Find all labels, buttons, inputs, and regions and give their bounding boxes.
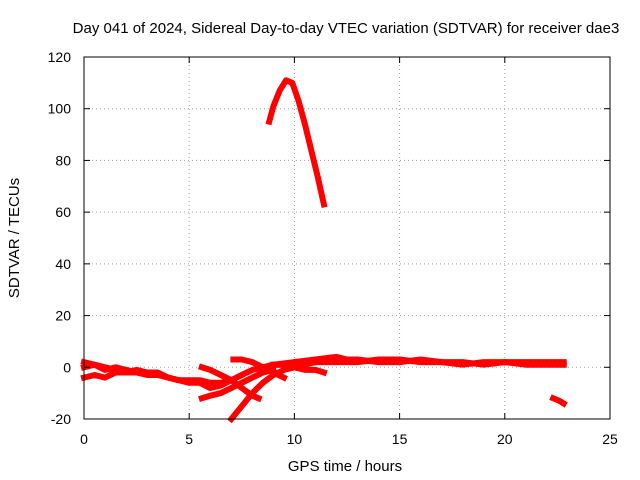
- y-tick-label: 20: [55, 308, 71, 324]
- y-tick-label: 60: [55, 204, 71, 220]
- data-track-11: [291, 356, 567, 369]
- y-tick-label: 80: [55, 152, 71, 168]
- data-track-3: [80, 361, 151, 376]
- axis-ticks: [83, 56, 611, 420]
- plot-frame: [83, 56, 611, 420]
- y-tick-label: 40: [55, 256, 71, 272]
- plot-area: [80, 77, 568, 424]
- y-tick-label: 100: [48, 101, 72, 117]
- x-tick-label: 5: [185, 431, 193, 447]
- x-tick-label: 0: [80, 431, 88, 447]
- x-tick-label: 15: [392, 431, 408, 447]
- data-track-7: [230, 356, 288, 382]
- x-axis-label: GPS time / hours: [288, 458, 402, 475]
- data-track-5: [198, 366, 278, 403]
- tick-labels: 0 5 10 15 20 25 -20 0 20 40 60 80 100 120: [48, 49, 618, 447]
- chart-title: Day 041 of 2024, Sidereal Day-to-day VTE…: [73, 20, 620, 37]
- y-tick-label: 0: [63, 359, 71, 375]
- x-tick-label: 25: [602, 431, 618, 447]
- y-tick-label: 120: [48, 49, 72, 65]
- x-tick-label: 20: [497, 431, 513, 447]
- data-track-9: [265, 77, 328, 208]
- x-tick-label: 10: [287, 431, 303, 447]
- y-axis-label: SDTVAR / TECUs: [6, 178, 23, 298]
- y-tick-label: -20: [51, 411, 71, 427]
- grid: [84, 57, 610, 419]
- data-track-12: [549, 394, 568, 408]
